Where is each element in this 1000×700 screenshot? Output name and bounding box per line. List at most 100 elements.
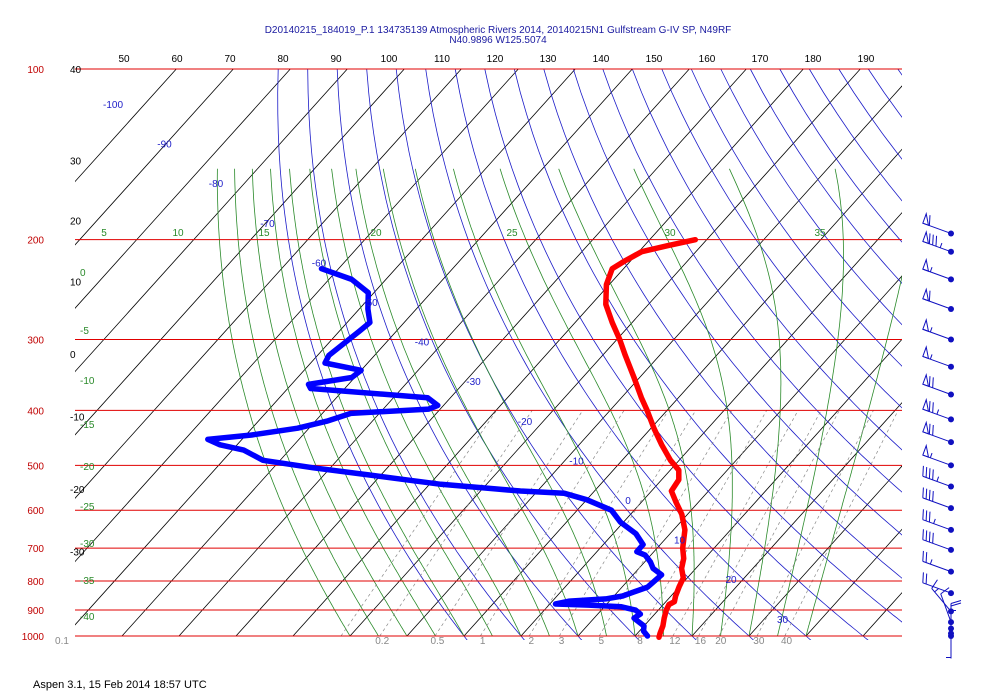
grid-lines xyxy=(75,68,902,640)
dry-adiabat-label: 20 xyxy=(725,575,737,586)
isotherm-line xyxy=(75,68,519,563)
pressure-tick-label: 900 xyxy=(27,606,44,617)
mixing-ratio-label: 1 xyxy=(480,636,486,647)
isotherm-line xyxy=(75,68,405,436)
moist-adiabat-left-label: -25 xyxy=(80,502,95,513)
mixing-ratio-line xyxy=(528,410,669,637)
mixing-ratio-line xyxy=(672,410,799,637)
dry-adiabat-label: -40 xyxy=(415,338,430,349)
top-tick-label: 90 xyxy=(330,54,342,65)
dry-adiabat-line xyxy=(661,68,902,409)
dry-adiabat-label: -80 xyxy=(209,179,224,190)
isotherm-line xyxy=(577,275,902,637)
moist-adiabat-left-label: -5 xyxy=(80,326,89,337)
dry-adiabat-line xyxy=(690,68,902,367)
wind-barb xyxy=(922,257,954,283)
dry-adiabat-label: -10 xyxy=(569,456,584,467)
top-tick-label: 170 xyxy=(752,54,769,65)
top-tick-label: 110 xyxy=(434,54,450,65)
temperature-profile-line xyxy=(603,236,699,640)
top-tick-label: 50 xyxy=(118,54,130,65)
mixing-ratio-label: 30 xyxy=(753,636,765,647)
mixing-ratio-label: 16 xyxy=(695,636,707,647)
mixing-ratio-label: 8 xyxy=(637,636,643,647)
wind-barb xyxy=(922,230,954,255)
isotherm-line xyxy=(349,68,861,637)
dry-adiabat-label: 30 xyxy=(777,615,789,626)
wind-barb xyxy=(922,318,954,343)
moist-adiabat-line xyxy=(499,168,664,636)
wind-barb xyxy=(922,529,954,553)
mixing-ratio-label: 0.2 xyxy=(375,636,389,647)
wind-barb xyxy=(922,550,954,575)
dry-adiabat-label: -30 xyxy=(466,377,481,388)
top-tick-label: 160 xyxy=(699,54,716,65)
pressure-tick-label: 400 xyxy=(27,406,44,417)
dry-adiabat-label: -60 xyxy=(312,258,327,269)
isotherm-label: -20 xyxy=(70,485,85,496)
isotherm-label: 10 xyxy=(70,277,82,288)
mixing-ratio-line xyxy=(756,410,874,637)
mixing-ratio-line xyxy=(718,410,840,637)
footer-text: Aspen 3.1, 15 Feb 2014 18:57 UTC xyxy=(33,679,207,691)
moist-adiabat-left-label: -20 xyxy=(80,462,95,473)
mixing-ratio-label: 3 xyxy=(559,636,565,647)
wind-barb xyxy=(922,345,954,370)
profiles xyxy=(205,236,699,640)
dry-adiabat-line xyxy=(425,68,754,640)
moist-adiabat-left-label: -10 xyxy=(80,376,95,387)
moist-adiabat-line xyxy=(331,168,522,637)
isotherm-line xyxy=(178,68,690,637)
mixing-ratio-line xyxy=(340,410,497,637)
moist-adiabat-label: 15 xyxy=(258,228,270,239)
isotherm-line xyxy=(75,68,348,373)
dry-adiabat-line xyxy=(513,68,902,623)
wind-barb xyxy=(922,211,954,237)
isotherm-line xyxy=(520,212,902,637)
top-tick-label: 70 xyxy=(224,54,236,65)
mixing-ratio-line xyxy=(434,410,584,637)
moist-adiabat-label: 20 xyxy=(370,228,382,239)
moist-adiabat-label: 5 xyxy=(101,228,107,239)
moist-adiabat-line xyxy=(234,168,379,637)
isotherm-label: 20 xyxy=(70,216,82,227)
top-tick-label: 190 xyxy=(858,54,875,65)
top-tick-label: 80 xyxy=(277,54,289,65)
wind-barb xyxy=(922,572,954,597)
top-tick-label: 140 xyxy=(593,54,610,65)
moist-adiabat-line xyxy=(382,168,579,637)
moist-adiabat-line xyxy=(309,168,493,637)
isotherm-line xyxy=(121,68,633,637)
isotherm-line xyxy=(748,465,902,637)
moist-adiabat-line xyxy=(805,274,902,637)
dry-adiabat-line xyxy=(720,68,902,326)
dry-adiabat-line xyxy=(572,68,902,536)
moist-adiabat-left-label: -15 xyxy=(80,420,95,431)
moist-adiabat-line xyxy=(453,168,636,637)
isotherm-line xyxy=(406,85,902,637)
mixing-ratio-label: 0.5 xyxy=(430,636,444,647)
mixing-ratio-label: 0.1 xyxy=(55,636,69,647)
wind-barb xyxy=(922,287,954,312)
moist-adiabat-label: 10 xyxy=(172,228,184,239)
top-tick-label: 180 xyxy=(805,54,822,65)
chart-title-line2: N40.9896 W125.5074 xyxy=(449,35,547,46)
moist-adiabat-line xyxy=(289,168,465,637)
isotherm-label: 30 xyxy=(70,156,82,167)
dry-adiabat-line xyxy=(307,68,525,640)
dry-adiabat-line xyxy=(395,68,697,640)
isotherm-line xyxy=(691,402,902,637)
dry-adiabat-label: -100 xyxy=(103,100,123,111)
top-tick-label: 100 xyxy=(381,54,398,65)
wind-barb xyxy=(948,602,962,639)
wind-barb xyxy=(922,397,954,423)
dewpoint-profile-line xyxy=(205,265,665,639)
moist-adiabat-line xyxy=(216,168,351,637)
top-tick-label: 120 xyxy=(487,54,504,65)
top-tick-label: 130 xyxy=(540,54,557,65)
isotherm-line xyxy=(75,68,177,183)
isotherm-line xyxy=(75,68,234,246)
dry-adiabat-label: -20 xyxy=(518,417,533,428)
moist-adiabat-line xyxy=(729,168,782,637)
mixing-ratio-line xyxy=(480,410,625,637)
